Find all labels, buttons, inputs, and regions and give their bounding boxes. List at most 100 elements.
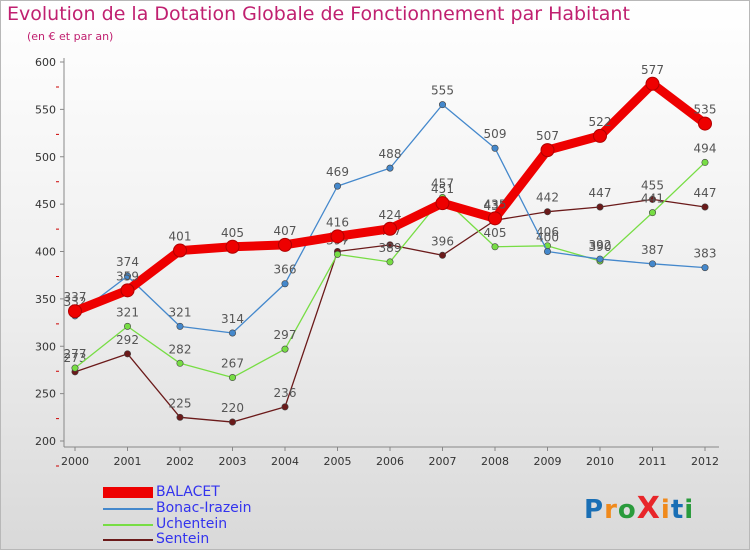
- data-point-sentein-2009: [543, 208, 551, 216]
- data-point-bonac-irazein-2012: [701, 264, 709, 272]
- data-label-bonac-irazein-2007: 555: [431, 84, 454, 98]
- x-tick-label-2002: 2002: [166, 455, 194, 468]
- y-tick-label-350: 350: [35, 293, 56, 306]
- data-point-bonac-irazein-2010: [596, 255, 604, 263]
- data-point-uchentein-2011: [648, 209, 656, 217]
- x-tick-label-2006: 2006: [376, 455, 404, 468]
- data-label-uchentein-2009: 406: [536, 225, 559, 239]
- legend-label-balacet: BALACET: [156, 484, 220, 500]
- data-point-uchentein-2012: [701, 158, 709, 166]
- data-label-sentein-2007: 396: [431, 234, 454, 248]
- legend-label-uchentein: Uchentein: [156, 516, 228, 532]
- x-tick-label-2000: 2000: [61, 455, 89, 468]
- data-point-sentein-2006: [386, 241, 394, 249]
- x-tick-label-2001: 2001: [114, 455, 142, 468]
- x-tick-label-2011: 2011: [639, 455, 667, 468]
- data-label-uchentein-2006: 389: [379, 241, 402, 255]
- data-point-balacet-2011: [645, 76, 660, 91]
- data-point-sentein-2001: [124, 350, 132, 358]
- data-point-bonac-irazein-2001: [124, 272, 132, 280]
- data-point-balacet-2005: [330, 229, 345, 244]
- data-label-uchentein-2008: 405: [484, 226, 507, 240]
- data-label-balacet-2002: 401: [169, 230, 192, 244]
- data-point-uchentein-2004: [281, 345, 289, 353]
- data-label-uchentein-2000: 277: [64, 347, 87, 361]
- x-tick-label-2003: 2003: [219, 455, 247, 468]
- data-point-bonac-irazein-2008: [491, 144, 499, 152]
- data-point-uchentein-2006: [386, 258, 394, 266]
- data-label-balacet-2009: 507: [536, 129, 559, 143]
- data-label-bonac-irazein-2004: 366: [274, 263, 297, 277]
- data-label-balacet-2008: 435: [484, 197, 507, 211]
- chart-title: Evolution de la Dotation Globale de Fonc…: [7, 3, 630, 25]
- data-point-uchentein-2008: [491, 243, 499, 251]
- data-label-bonac-irazein-2008: 509: [484, 127, 507, 141]
- legend-label-bonac-irazein: Bonac-Irazein: [156, 500, 252, 516]
- x-tick-label-2012: 2012: [691, 455, 719, 468]
- data-label-bonac-irazein-2012: 383: [694, 247, 717, 261]
- data-label-sentein-2012: 447: [694, 186, 717, 200]
- data-label-uchentein-2004: 297: [274, 328, 297, 342]
- data-point-bonac-irazein-2004: [281, 280, 289, 288]
- data-label-bonac-irazein-2006: 488: [379, 147, 402, 161]
- data-label-bonac-irazein-2011: 387: [641, 243, 664, 257]
- x-tick-label-2007: 2007: [429, 455, 457, 468]
- y-tick-label-400: 400: [35, 246, 56, 259]
- data-point-sentein-2003: [229, 418, 237, 426]
- data-point-bonac-irazein-2006: [386, 164, 394, 172]
- data-label-uchentein-2010: 390: [589, 240, 612, 254]
- legend-swatch-bonac-irazein: [103, 508, 153, 510]
- legend-swatch-balacet: [103, 487, 153, 498]
- data-label-sentein-2011: 455: [641, 178, 664, 192]
- x-tick-label-2010: 2010: [586, 455, 614, 468]
- data-label-uchentein-2012: 494: [694, 141, 717, 155]
- x-tick-label-2004: 2004: [271, 455, 299, 468]
- data-point-bonac-irazein-2007: [438, 101, 446, 109]
- data-point-sentein-2011: [648, 195, 656, 203]
- data-label-uchentein-2001: 321: [116, 305, 139, 319]
- data-point-sentein-2004: [281, 403, 289, 411]
- data-label-bonac-irazein-2002: 321: [169, 305, 192, 319]
- data-label-bonac-irazein-2010: 392: [589, 238, 612, 252]
- data-point-bonac-irazein-2011: [648, 260, 656, 268]
- chart-subtitle: (en € et par an): [27, 30, 114, 43]
- data-point-balacet-2003: [225, 239, 240, 254]
- y-tick-label-550: 550: [35, 103, 56, 116]
- data-point-bonac-irazein-2005: [333, 182, 341, 190]
- data-point-balacet-2007: [435, 196, 450, 211]
- data-point-uchentein-2002: [176, 359, 184, 367]
- legend-label-sentein: Sentein: [156, 531, 210, 547]
- data-point-bonac-irazein-2003: [229, 329, 237, 337]
- data-label-sentein-2001: 292: [116, 333, 139, 347]
- data-label-uchentein-2007: 457: [431, 176, 454, 190]
- data-point-uchentein-2005: [333, 250, 341, 258]
- y-tick-label-600: 600: [35, 56, 56, 69]
- data-point-balacet-2006: [383, 221, 397, 236]
- data-label-uchentein-2011: 441: [641, 192, 664, 206]
- data-label-balacet-2010: 522: [589, 115, 612, 129]
- data-point-balacet-2010: [593, 128, 607, 143]
- data-point-balacet-2009: [540, 143, 555, 158]
- data-point-bonac-irazein-2009: [543, 248, 551, 256]
- legend-swatch-uchentein: [103, 524, 153, 526]
- data-point-sentein-2012: [701, 203, 709, 211]
- data-point-uchentein-2000: [71, 364, 79, 372]
- y-tick-label-450: 450: [35, 198, 56, 211]
- data-point-bonac-irazein-2002: [176, 322, 184, 330]
- data-point-balacet-2012: [698, 116, 712, 131]
- data-label-uchentein-2002: 282: [169, 342, 192, 356]
- data-point-sentein-2007: [438, 251, 446, 259]
- data-point-uchentein-2001: [124, 322, 132, 330]
- data-label-balacet-2007: 451: [431, 182, 454, 196]
- y-tick-label-250: 250: [35, 388, 56, 401]
- data-label-balacet-2000: 337: [64, 290, 87, 304]
- x-tick-label-2008: 2008: [481, 455, 509, 468]
- y-tick-label-300: 300: [35, 340, 56, 353]
- data-label-bonac-irazein-2001: 374: [116, 255, 139, 269]
- data-point-balacet-2008: [488, 211, 502, 226]
- data-label-balacet-2005: 416: [326, 215, 349, 229]
- data-label-balacet-2011: 577: [641, 63, 664, 77]
- x-tick-label-2009: 2009: [534, 455, 562, 468]
- y-tick-label-500: 500: [35, 151, 56, 164]
